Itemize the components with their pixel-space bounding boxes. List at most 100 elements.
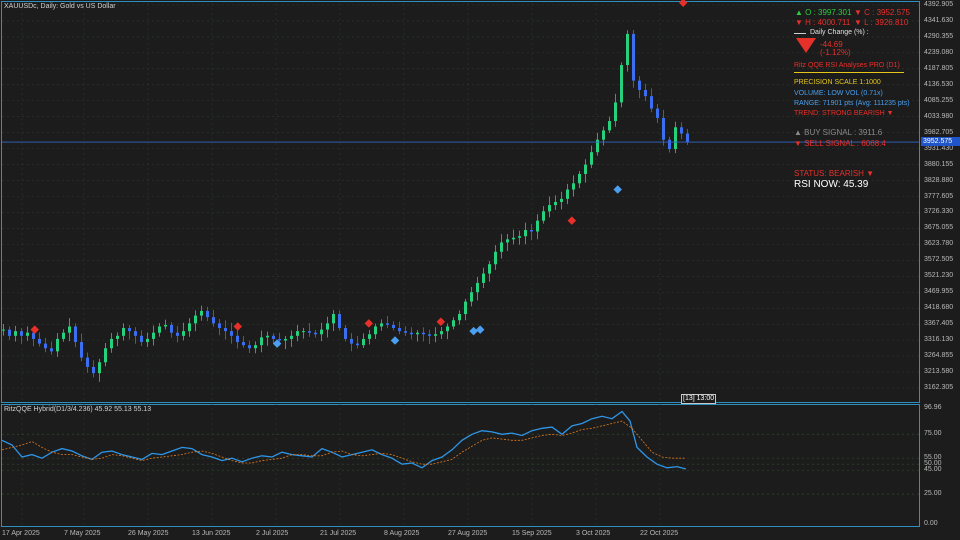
buy-signal-marker [469,326,478,336]
bull-candle [122,328,125,336]
bear-candle [338,314,341,329]
bull-candle [260,337,263,346]
price-tick-label: 3213.580 [924,368,954,376]
volume-info: VOLUME: LOW VOL (0.71x) [794,90,883,97]
price-tick-label: 3162.305 [924,384,954,391]
price-tick-label: 3572.505 [924,256,954,264]
low-value: ▼ L : 3926.810 [854,18,909,27]
signal-line [1,420,686,465]
price-tick-label: 3880.155 [924,160,954,168]
price-tick-label: 3675.055 [924,224,954,232]
change-divider [794,33,806,34]
bull-candle [254,345,257,349]
bull-candle [524,229,527,237]
bull-candle [374,326,377,335]
bear-candle [38,338,41,344]
bull-candle [110,338,113,349]
indicator-tick-label: 55.00 [924,454,942,462]
sell-signal-marker [436,317,446,327]
bear-candle [350,338,353,344]
indicator-axis[interactable]: 96.96 75.00 55.00 50.00 45.00 25.00 0.00 [921,404,960,528]
indicator-pane[interactable] [1,404,920,527]
price-tick-label: 4239.080 [924,48,954,56]
indicator-tick-label: 96.96 [924,404,942,411]
bull-candle [320,329,323,335]
bull-candle [296,331,299,336]
indicator-name: Ritz QQE RSI Analyses PRO (D1) [794,62,900,69]
bear-candle [686,133,689,143]
bull-candle [512,237,515,240]
price-tick-label: 4085.255 [924,96,954,104]
bear-candle [638,80,641,90]
price-tick-label: 4290.355 [924,32,954,40]
time-tick-label: 2 Jul 2025 [256,530,289,537]
bull-candle [452,320,455,327]
bull-candle [464,301,467,315]
indicator-tick-label: 25.00 [924,490,942,498]
bear-candle [656,108,659,118]
price-tick-label: 3982.705 [924,128,954,136]
bear-candle [128,328,131,332]
sell-signal-marker [678,0,688,8]
bull-candle [458,314,461,321]
sell-signal-marker [364,319,374,328]
bull-candle [14,331,17,336]
bear-candle [86,357,89,367]
indicator-title: RitzQQE Hybrid(D1/3/4.236) 45.92 55.13 5… [4,406,152,413]
price-tick-label: 3521.230 [924,272,954,280]
bear-candle [356,343,359,346]
down-arrow-icon [796,38,816,53]
price-tick-label: 4341.630 [924,16,954,24]
time-tick-label: 26 May 2025 [128,530,169,537]
time-axis[interactable]: 17 Apr 2025 7 May 2025 26 May 2025 13 Jun 2… [0,528,920,540]
bear-candle [170,324,173,333]
bull-candle [482,273,485,283]
daily-change-label: Daily Change (%) : [810,29,869,36]
bull-candle [194,315,197,324]
bull-candle [326,323,329,330]
buy-signal-marker [613,185,622,194]
bull-candle [290,335,293,339]
buy-signal-text: ▲ BUY SIGNAL : 3911.6 [794,128,883,137]
bull-candle [116,335,119,339]
time-tick-label: 21 Jul 2025 [320,530,357,537]
bull-candle [62,332,65,339]
bull-candle [674,127,677,150]
bear-candle [176,332,179,336]
change-percent: (-1.12%) [820,48,851,57]
bull-candle [548,205,551,212]
price-tick-label: 4033.980 [924,112,954,120]
price-tick-label: 3469.955 [924,288,954,296]
bull-candle [368,334,371,339]
bull-candle [302,331,305,333]
bear-candle [428,334,431,336]
bull-candle [164,324,167,327]
bull-candle [542,211,545,221]
high-value: ▼ H : 4000.711 [795,18,851,27]
precision-scale: PRECISION SCALE 1:1000 [794,79,881,86]
indicator-tick-label: 75.00 [924,430,942,438]
bull-candle [470,292,473,302]
sell-signal-marker [30,325,39,334]
buy-signal-marker [475,325,485,334]
crosshair-time-label: [13] 13:00 [681,394,717,404]
sell-signal-marker [233,322,243,331]
indicator-tick-label: 0.00 [924,520,938,527]
bull-candle [584,164,587,174]
main-price-pane[interactable] [1,1,920,403]
symbol-title: XAUUSDc, Daily: Gold vs US Dollar [4,3,116,10]
bear-candle [398,328,401,332]
bear-candle [236,335,239,343]
bear-candle [230,331,233,336]
bull-candle [476,282,479,293]
time-tick-label: 13 Jun 2025 [192,530,231,537]
range-info: RANGE: 71901 pts (Avg: 111235 pts) [794,100,910,107]
price-tick-label: 4136.530 [924,80,954,88]
time-tick-label: 7 May 2025 [64,530,101,537]
price-axis[interactable]: 4392.905 4341.630 4290.355 4239.080 4187.805… [921,0,960,403]
price-tick-label: 4392.905 [924,1,954,8]
price-tick-label: 3828.880 [924,176,954,184]
bull-candle [554,201,557,206]
bull-candle [434,334,437,336]
